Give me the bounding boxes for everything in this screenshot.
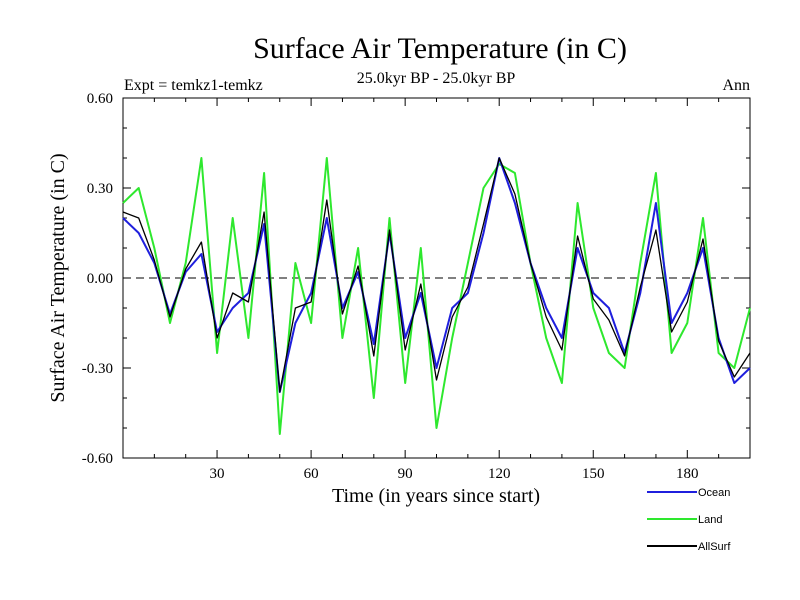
y-tick-label: -0.30 <box>82 361 113 377</box>
x-tick-label: 150 <box>582 466 605 482</box>
chart-subtitle-left: Expt = temkz1-temkz <box>124 77 263 94</box>
y-axis-label: Surface Air Temperature (in C) <box>47 153 69 402</box>
series-lines <box>122 157 751 435</box>
y-tick-label: -0.60 <box>82 451 113 467</box>
y-tick-label: 0.30 <box>87 181 113 197</box>
legend-label-land: Land <box>698 514 722 526</box>
x-tick-label: 60 <box>304 466 319 482</box>
x-tick-label: 120 <box>488 466 511 482</box>
chart-subtitle-center: 25.0kyr BP - 25.0kyr BP <box>357 70 516 87</box>
legend-label-allsurf: AllSurf <box>698 541 731 553</box>
series-line-ocean <box>122 157 751 393</box>
y-tick-label: 0.60 <box>87 91 113 107</box>
series-line-land <box>122 157 751 435</box>
x-tick-label: 90 <box>398 466 413 482</box>
tick-labels: 30 60 90 120 150 180 -0.60 -0.30 0.00 0.30 0.60 <box>82 91 699 482</box>
chart-title: Surface Air Temperature (in C) <box>253 32 627 65</box>
legend-label-ocean: Ocean <box>698 487 730 499</box>
x-axis-label: Time (in years since start) <box>332 485 540 507</box>
chart-subtitle-right: Ann <box>722 77 750 94</box>
axis-ticks <box>123 97 750 459</box>
x-tick-label: 30 <box>210 466 225 482</box>
y-tick-label: 0.00 <box>87 271 113 287</box>
series-line-allsurf <box>122 157 751 393</box>
x-tick-label: 180 <box>676 466 699 482</box>
legend: Ocean Land AllSurf <box>647 487 731 553</box>
